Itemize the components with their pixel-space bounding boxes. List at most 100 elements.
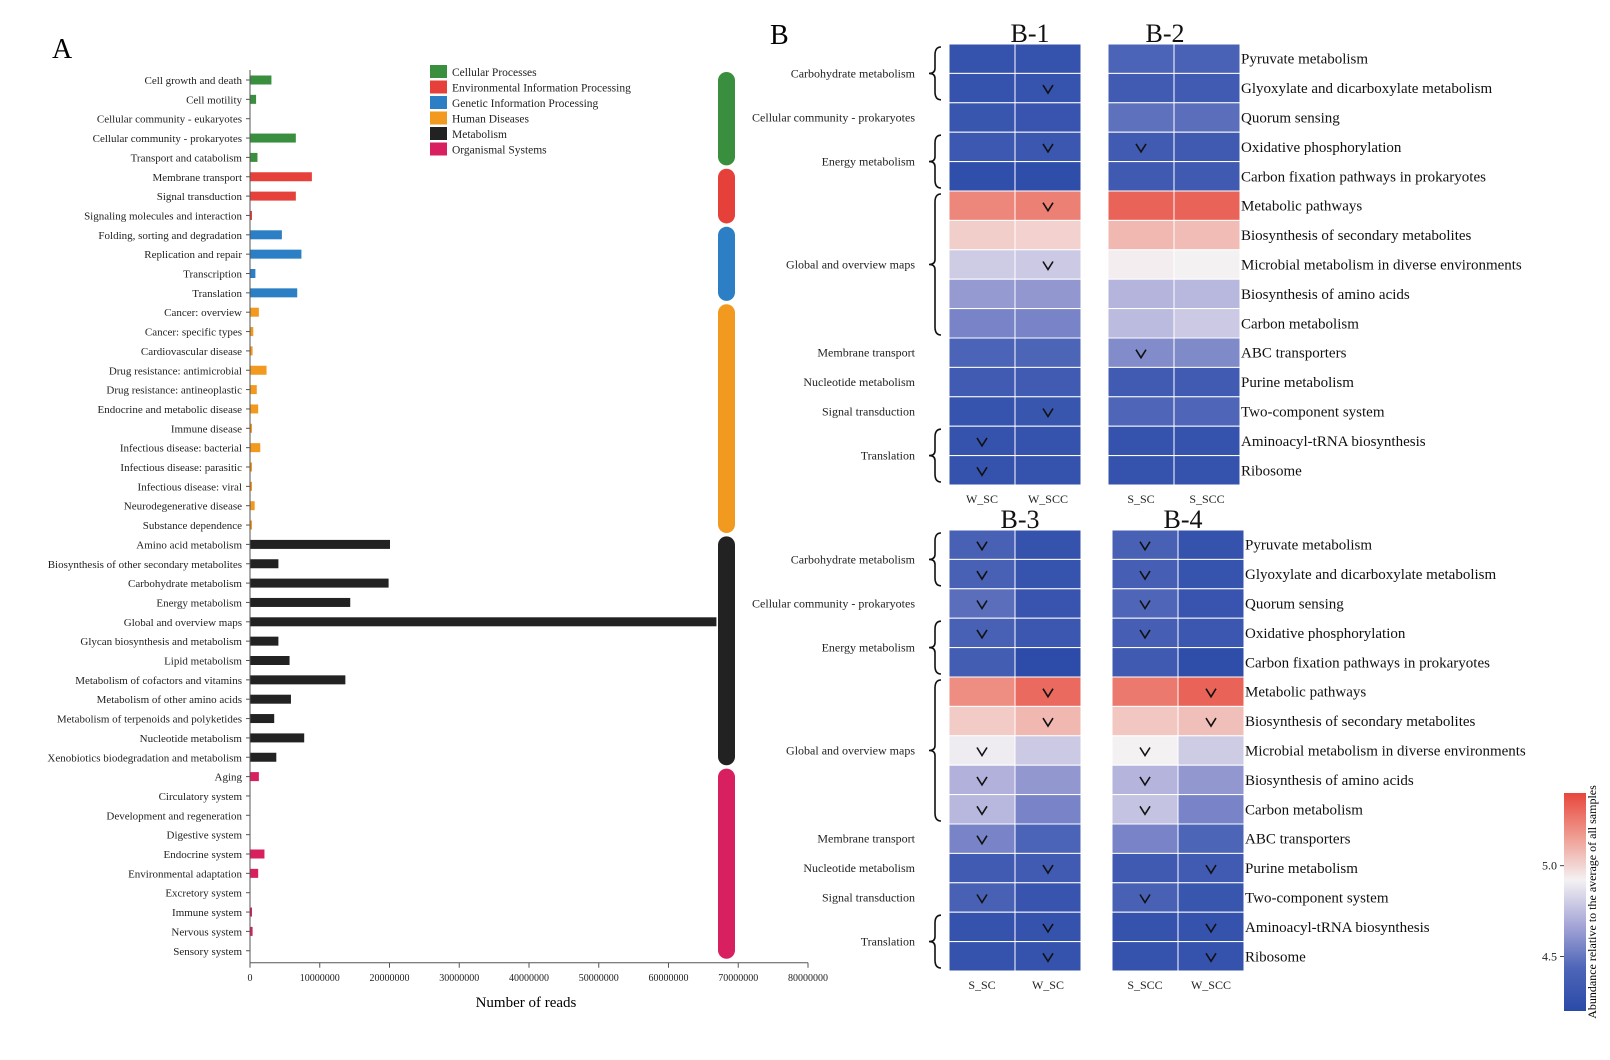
colorbar-label: Abundance relative to the average of all… bbox=[1585, 785, 1599, 1019]
bar-environmental bbox=[250, 210, 252, 220]
bar-environmental bbox=[250, 172, 312, 182]
pathway-label: Aminoacyl-tRNA biosynthesis bbox=[1245, 920, 1430, 936]
heatmap-cell bbox=[1014, 131, 1082, 163]
x-tick-label: 20000000 bbox=[370, 973, 410, 984]
significance-mark bbox=[976, 805, 988, 816]
x-tick-label: 0 bbox=[248, 973, 253, 984]
heatmap-cell bbox=[1173, 366, 1241, 398]
panel-a-bars bbox=[250, 75, 717, 936]
heatmap-cell bbox=[1014, 43, 1082, 74]
pathway-label: Biosynthesis of secondary metabolites bbox=[1241, 228, 1472, 244]
row-group-brace bbox=[928, 46, 942, 101]
heatmap-cell bbox=[1177, 764, 1245, 796]
significance-mark bbox=[1205, 717, 1217, 728]
heatmap-cell bbox=[1107, 337, 1175, 368]
bar-metabolism bbox=[250, 539, 390, 549]
category-label: Infectious disease: bacterial bbox=[120, 443, 242, 455]
heatmap-cell bbox=[1014, 455, 1082, 486]
significance-mark bbox=[1042, 952, 1054, 963]
heatmap-cell bbox=[1014, 588, 1082, 619]
bar-metabolism bbox=[250, 597, 351, 607]
column-label: W_SCC bbox=[1191, 978, 1231, 992]
heatmap-cell bbox=[1014, 941, 1082, 972]
category-label: Replication and repair bbox=[144, 249, 242, 261]
row-group-brace bbox=[928, 428, 942, 483]
heatmap-cell bbox=[1111, 529, 1179, 560]
heatmap-cell bbox=[1014, 676, 1082, 707]
significance-mark bbox=[1042, 261, 1054, 272]
category-label: Folding, sorting and degradation bbox=[98, 230, 242, 242]
pathway-label: Metabolic pathways bbox=[1241, 199, 1362, 215]
heatmap-cell bbox=[1014, 823, 1082, 854]
significance-mark bbox=[976, 600, 988, 611]
category-label: Immune disease bbox=[171, 423, 242, 435]
bar-human bbox=[250, 520, 252, 530]
significance-mark bbox=[976, 894, 988, 905]
heatmap-cell bbox=[948, 764, 1016, 796]
bar-cellular bbox=[250, 75, 272, 85]
x-tick-label: 40000000 bbox=[509, 973, 549, 984]
significance-mark bbox=[1042, 202, 1054, 213]
significance-mark bbox=[976, 629, 988, 640]
pathway-label: ABC transporters bbox=[1241, 346, 1347, 362]
x-tick-label: 50000000 bbox=[579, 973, 619, 984]
bar-human bbox=[250, 307, 259, 317]
legend-swatch-environmental bbox=[430, 80, 447, 94]
heatmap-cell bbox=[1177, 558, 1245, 590]
bar-metabolism bbox=[250, 733, 305, 743]
bar-metabolism bbox=[250, 714, 275, 724]
category-label: Neurodegenerative disease bbox=[124, 501, 242, 513]
bar-metabolism bbox=[250, 694, 291, 704]
row-group-label: Carbohydrate metabolism bbox=[791, 66, 916, 80]
heatmap-cell bbox=[1173, 131, 1241, 163]
bar-metabolism bbox=[250, 617, 717, 627]
row-group-label: Cellular community - prokaryotes bbox=[752, 111, 915, 125]
significance-mark bbox=[976, 466, 988, 477]
category-label: Drug resistance: antimicrobial bbox=[109, 365, 242, 377]
heatmap-cell bbox=[1177, 676, 1245, 707]
group-pill-environmental bbox=[718, 168, 735, 224]
heatmap-cell bbox=[1177, 852, 1245, 884]
row-group-label: Nucleotide metabolism bbox=[803, 375, 915, 389]
category-label: Endocrine and metabolic disease bbox=[98, 404, 243, 416]
heatmap-cell bbox=[948, 588, 1016, 619]
heatmap-cell bbox=[1111, 794, 1179, 825]
bar-organismal bbox=[250, 868, 259, 878]
x-tick-label: 60000000 bbox=[649, 973, 689, 984]
heatmap-cell bbox=[1177, 617, 1245, 649]
heatmap-cell bbox=[1107, 190, 1175, 221]
column-label: W_SC bbox=[1032, 978, 1064, 992]
column-label: S_SCC bbox=[1127, 978, 1162, 992]
bar-metabolism bbox=[250, 675, 346, 685]
row-group-brace bbox=[928, 620, 942, 675]
category-label: Transport and catabolism bbox=[131, 152, 243, 164]
heatmap-cell bbox=[948, 131, 1016, 163]
heatmap-cell bbox=[1014, 102, 1082, 133]
heatmap-cell bbox=[948, 278, 1016, 310]
heatmap-cell bbox=[1014, 705, 1082, 737]
row-group-label: Membrane transport bbox=[817, 832, 915, 846]
group-pill-genetic bbox=[718, 226, 735, 301]
heatmap-cell bbox=[1107, 72, 1175, 104]
bar-human bbox=[250, 346, 253, 356]
legend-label: Metabolism bbox=[452, 129, 507, 141]
heatmap-cell bbox=[1173, 455, 1241, 486]
category-label: Cellular community - eukaryotes bbox=[97, 114, 242, 126]
heatmap-cell bbox=[1173, 72, 1241, 104]
heatmap-cell bbox=[1177, 794, 1245, 825]
row-group-label: Cellular community - prokaryotes bbox=[752, 597, 915, 611]
heatmap-cell bbox=[1177, 647, 1245, 678]
significance-mark bbox=[1042, 923, 1054, 934]
bar-human bbox=[250, 481, 252, 491]
category-label: Global and overview maps bbox=[124, 617, 242, 629]
row-group-label: Energy metabolism bbox=[822, 641, 916, 655]
heatmap-cell bbox=[1173, 337, 1241, 368]
heatmap-cell bbox=[948, 735, 1016, 766]
category-label: Translation bbox=[192, 288, 242, 300]
heatmap-cell bbox=[948, 308, 1016, 339]
heatmap-cell bbox=[1107, 43, 1175, 74]
category-label: Biosynthesis of other secondary metaboli… bbox=[48, 559, 242, 571]
bar-metabolism bbox=[250, 636, 279, 646]
significance-mark bbox=[1139, 805, 1151, 816]
category-label: Immune system bbox=[172, 907, 242, 919]
